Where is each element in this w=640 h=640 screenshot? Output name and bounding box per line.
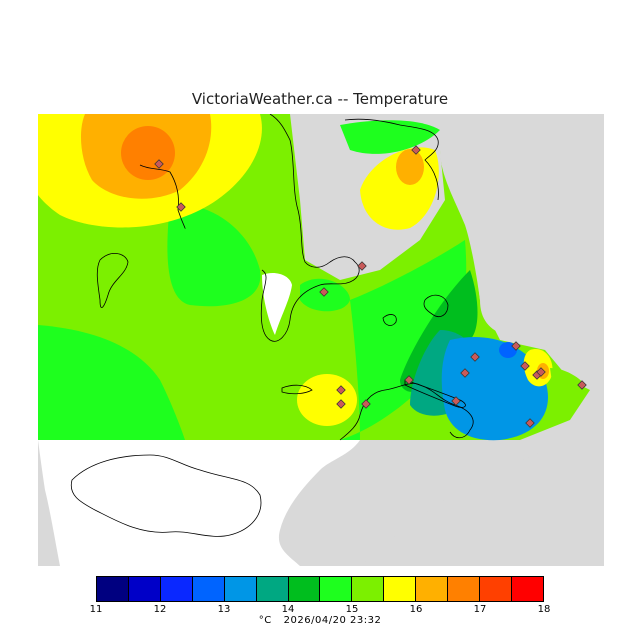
- scale-swatch: [256, 577, 289, 601]
- station-marker[interactable]: [577, 380, 587, 390]
- station-marker[interactable]: [525, 418, 535, 428]
- scale-swatch: [480, 577, 512, 601]
- station-markers: [154, 145, 587, 428]
- temperature-field-14-5c: [340, 120, 440, 154]
- scale-tick-label: 13: [217, 604, 231, 615]
- temperature-field-14-5c: [167, 204, 261, 307]
- scale-tick-label: 11: [89, 604, 103, 615]
- station-marker[interactable]: [176, 202, 186, 212]
- temperature-color-scale: [96, 576, 544, 602]
- station-marker[interactable]: [520, 361, 530, 371]
- station-marker[interactable]: [404, 375, 414, 385]
- scale-swatch: [384, 577, 417, 601]
- station-marker[interactable]: [361, 399, 371, 409]
- island-outline: [382, 314, 397, 326]
- station-marker[interactable]: [357, 261, 367, 271]
- station-marker[interactable]: [336, 385, 346, 395]
- station-marker[interactable]: [411, 145, 421, 155]
- scale-swatch: [448, 577, 481, 601]
- scale-tick-label: 16: [409, 604, 423, 615]
- coastline: [260, 114, 360, 342]
- scale-swatch: [224, 577, 257, 601]
- map-footer: °C 2026/04/20 23:32: [0, 615, 640, 626]
- unit-label: °C: [258, 615, 272, 626]
- station-marker[interactable]: [336, 399, 346, 409]
- temperature-field-13c: [441, 336, 548, 441]
- station-marker[interactable]: [319, 287, 329, 297]
- map-title: VictoriaWeather.ca -- Temperature: [191, 90, 449, 108]
- scale-swatch: [320, 577, 353, 601]
- scale-tick-label: 14: [281, 604, 295, 615]
- island-outline: [423, 294, 449, 317]
- scale-swatch: [160, 577, 193, 601]
- scale-tick-label: 15: [345, 604, 359, 615]
- temperature-field-14-5c: [38, 325, 185, 440]
- river-outline: [139, 164, 186, 229]
- scale-swatch: [352, 577, 385, 601]
- scale-tick-label: 12: [153, 604, 167, 615]
- scale-swatch: [192, 577, 225, 601]
- temperature-field-16c: [297, 374, 357, 426]
- temperature-field-15c: [550, 368, 585, 390]
- harbour-outline: [404, 379, 466, 408]
- station-marker[interactable]: [154, 159, 164, 169]
- temperature-field-16-5c: [396, 149, 424, 185]
- coastline: [344, 118, 439, 201]
- scale-tick-label: 17: [473, 604, 487, 615]
- scale-tick-label: 18: [537, 604, 551, 615]
- island-outline: [96, 253, 129, 309]
- no-data-area: [360, 114, 604, 566]
- temperature-field-14-5c: [340, 240, 467, 440]
- scale-swatch: [128, 577, 161, 601]
- no-data-area: [38, 440, 60, 566]
- inlet-water: [262, 273, 292, 335]
- station-marker[interactable]: [451, 396, 461, 406]
- station-marker[interactable]: [536, 367, 546, 377]
- scale-swatch: [288, 577, 321, 601]
- station-marker[interactable]: [470, 352, 480, 362]
- scale-swatch: [511, 577, 543, 601]
- station-marker[interactable]: [511, 341, 521, 351]
- temperature-field-17c: [121, 126, 175, 180]
- temperature-field-14c: [400, 270, 478, 392]
- timestamp: 2026/04/20 23:32: [283, 615, 382, 626]
- scale-swatch: [416, 577, 449, 601]
- land-mass-south: [70, 454, 262, 537]
- station-marker[interactable]: [460, 368, 470, 378]
- scale-swatch: [97, 577, 129, 601]
- island-outline: [281, 384, 313, 395]
